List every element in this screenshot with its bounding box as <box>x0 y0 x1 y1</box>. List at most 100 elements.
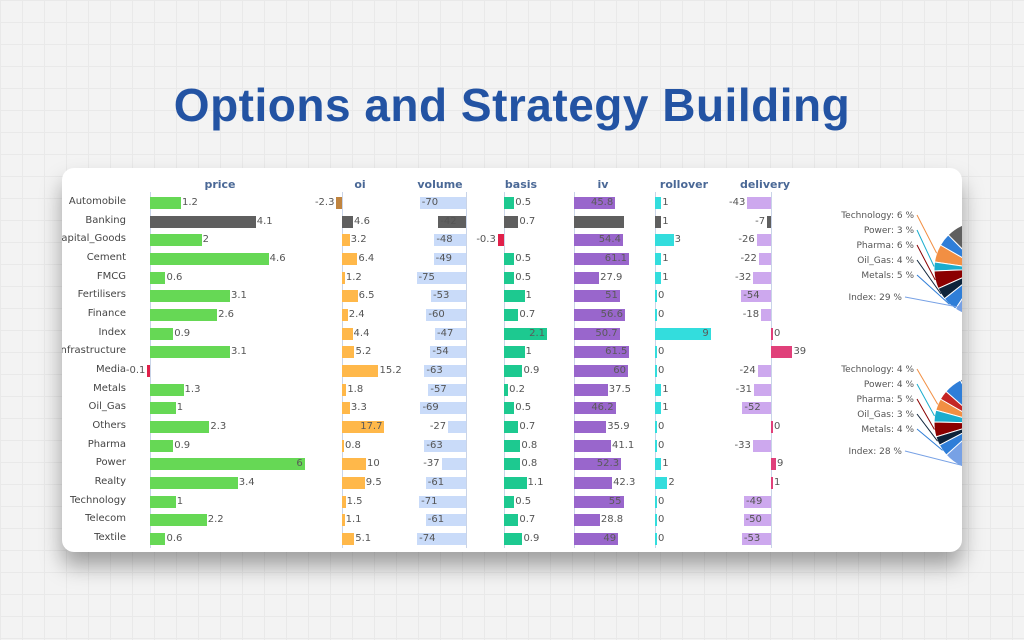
column-header-volume[interactable]: volume <box>417 178 463 191</box>
pie-slice[interactable] <box>945 423 962 471</box>
pie-slice[interactable] <box>939 234 962 269</box>
bar-iv[interactable] <box>574 495 624 508</box>
row-label[interactable]: Index <box>98 326 126 338</box>
bar-price[interactable] <box>150 383 184 396</box>
bar-delivery[interactable] <box>761 309 771 322</box>
bar-iv[interactable] <box>574 327 620 340</box>
bar-volume[interactable] <box>416 271 466 284</box>
bar-rollover[interactable] <box>655 197 662 209</box>
bar-delivery[interactable] <box>743 514 771 527</box>
bar-volume[interactable] <box>441 458 466 471</box>
bar-rollover[interactable] <box>655 533 657 546</box>
column-header-rollover[interactable]: rollover <box>659 178 709 191</box>
bar-oi[interactable] <box>342 290 358 303</box>
bar-oi[interactable] <box>342 346 355 359</box>
bar-volume[interactable] <box>419 197 466 209</box>
bar-iv[interactable] <box>574 215 624 228</box>
bar-rollover[interactable] <box>655 365 657 378</box>
row-label[interactable]: Oil_Gas <box>88 401 126 413</box>
bar-volume[interactable] <box>448 421 466 434</box>
bar-rollover[interactable] <box>655 309 657 322</box>
bar-delivery[interactable] <box>741 533 771 546</box>
bar-volume[interactable] <box>419 495 466 508</box>
bar-basis[interactable] <box>504 327 548 340</box>
bar-price[interactable] <box>150 533 166 546</box>
bar-delivery[interactable] <box>753 383 771 396</box>
bar-volume[interactable] <box>434 327 466 340</box>
bar-volume[interactable] <box>434 234 466 247</box>
bar-iv[interactable] <box>574 234 623 247</box>
bar-volume[interactable] <box>431 290 466 303</box>
row-label[interactable]: Finance <box>87 308 126 320</box>
bar-iv[interactable] <box>574 253 629 265</box>
bar-basis[interactable] <box>504 402 515 415</box>
bar-iv[interactable] <box>574 458 622 471</box>
column-header-basis[interactable]: basis <box>504 178 538 191</box>
bar-oi[interactable] <box>342 495 346 508</box>
bar-rollover[interactable] <box>655 383 662 396</box>
row-label[interactable]: Cement <box>86 252 126 263</box>
column-header-oi[interactable]: oi <box>354 178 366 191</box>
bar-iv[interactable] <box>574 197 616 209</box>
bar-basis[interactable] <box>504 533 523 546</box>
bar-oi[interactable] <box>342 383 347 396</box>
row-label[interactable]: Banking <box>85 214 126 226</box>
bar-price[interactable] <box>150 458 305 471</box>
bar-basis[interactable] <box>504 477 527 490</box>
row-label[interactable]: Metals <box>93 382 126 394</box>
bar-price[interactable] <box>150 327 174 340</box>
bar-volume[interactable] <box>430 346 466 359</box>
bar-price[interactable] <box>150 495 176 508</box>
bar-basis[interactable] <box>504 253 515 265</box>
bar-price[interactable] <box>150 421 210 434</box>
bar-rollover[interactable] <box>655 495 657 508</box>
bar-delivery[interactable] <box>747 197 771 209</box>
bar-price[interactable] <box>150 215 256 228</box>
bar-basis[interactable] <box>504 495 515 508</box>
bar-oi[interactable] <box>342 327 353 340</box>
bar-delivery[interactable] <box>752 439 771 452</box>
row-label[interactable]: Infrastructure <box>62 345 126 357</box>
bar-rollover[interactable] <box>655 271 662 284</box>
bar-iv[interactable] <box>574 533 619 546</box>
bar-delivery[interactable] <box>771 327 773 340</box>
bar-delivery[interactable] <box>742 402 771 415</box>
bar-delivery[interactable] <box>771 458 776 471</box>
row-label[interactable]: Power <box>95 457 126 469</box>
bar-price[interactable] <box>150 290 230 303</box>
bar-oi[interactable] <box>342 421 385 434</box>
bar-iv[interactable] <box>574 514 600 527</box>
bar-delivery[interactable] <box>744 495 771 508</box>
bar-rollover[interactable] <box>655 477 668 490</box>
column-header-delivery[interactable]: delivery <box>739 178 791 191</box>
bar-volume[interactable] <box>428 383 466 396</box>
bar-rollover[interactable] <box>655 402 662 415</box>
bar-iv[interactable] <box>574 290 620 303</box>
bar-oi[interactable] <box>342 365 379 378</box>
row-label[interactable]: FMCG <box>96 270 126 282</box>
bar-iv[interactable] <box>574 346 630 359</box>
bar-rollover[interactable] <box>655 346 657 359</box>
row-label[interactable]: Others <box>92 420 126 432</box>
row-label[interactable]: Textile <box>94 532 126 544</box>
bar-delivery[interactable] <box>771 421 773 434</box>
bar-basis[interactable] <box>504 383 509 396</box>
bar-iv[interactable] <box>574 365 628 378</box>
bar-oi[interactable] <box>342 309 348 322</box>
bar-iv[interactable] <box>574 271 600 284</box>
bar-oi[interactable] <box>342 439 344 452</box>
bar-rollover[interactable] <box>655 290 657 303</box>
bar-volume[interactable] <box>425 514 466 527</box>
bar-iv[interactable] <box>574 309 625 322</box>
bar-rollover[interactable] <box>655 215 662 228</box>
bar-basis[interactable] <box>504 215 519 228</box>
bar-iv[interactable] <box>574 421 607 434</box>
bar-iv[interactable] <box>574 402 616 415</box>
bar-price[interactable] <box>150 514 207 527</box>
bar-rollover[interactable] <box>655 421 657 434</box>
bar-price[interactable] <box>150 271 166 284</box>
bar-oi[interactable] <box>342 514 345 527</box>
row-label[interactable]: Pharma <box>87 438 126 450</box>
bar-delivery[interactable] <box>741 290 771 303</box>
bar-delivery[interactable] <box>771 346 793 359</box>
